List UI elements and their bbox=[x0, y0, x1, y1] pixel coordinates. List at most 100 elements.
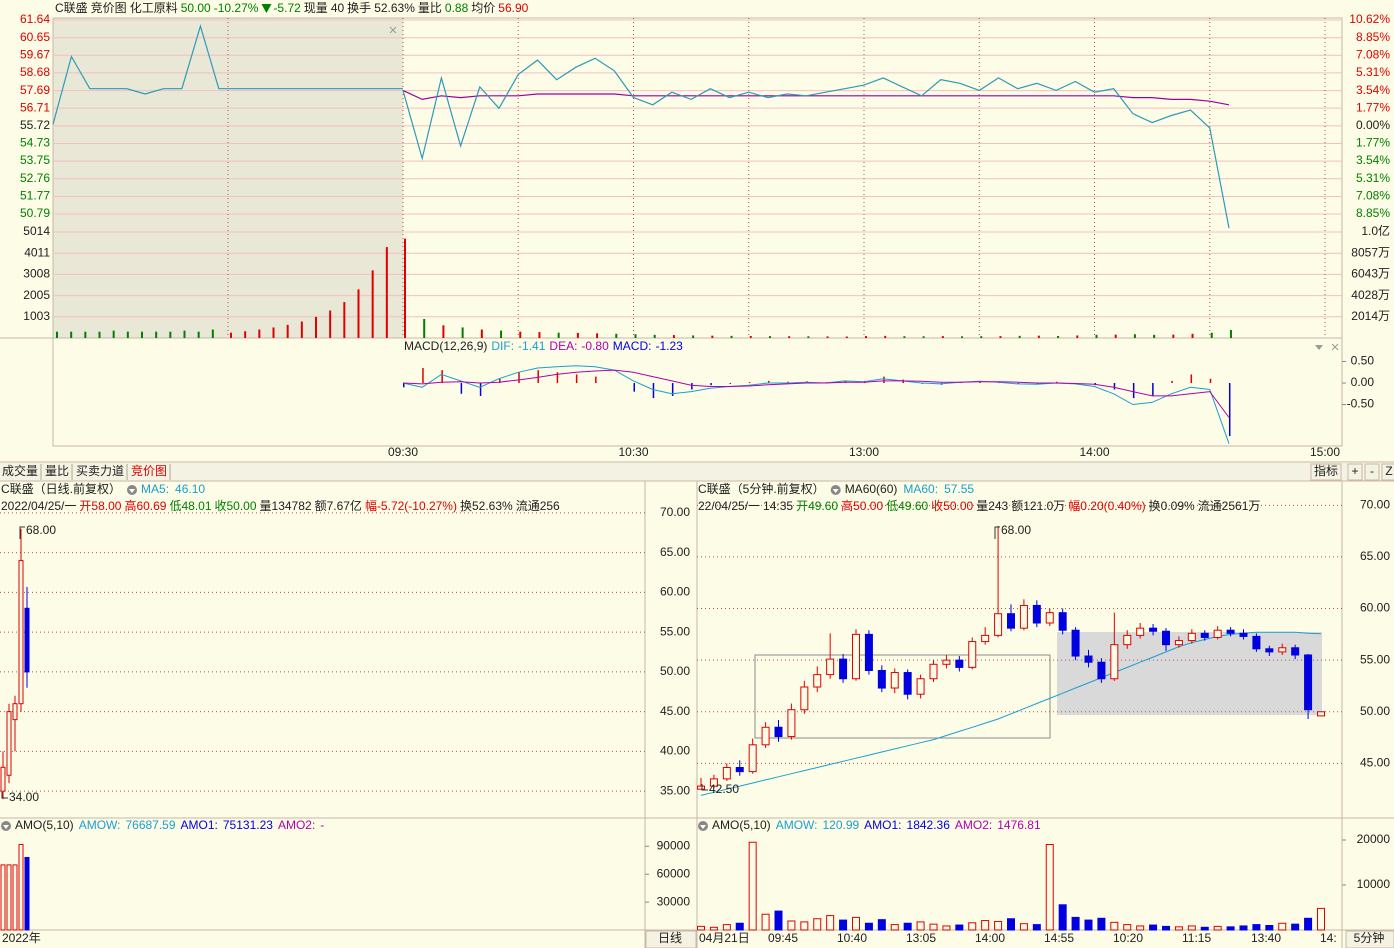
dropdown-icon[interactable] bbox=[1315, 345, 1323, 350]
tool-button[interactable]: 指标 bbox=[1314, 463, 1338, 478]
auction-volume-bar bbox=[126, 331, 129, 338]
amo-bar bbox=[748, 841, 757, 931]
x-tick-label: 04月21日 bbox=[699, 931, 750, 945]
candle-body bbox=[748, 744, 757, 773]
volume-bar bbox=[768, 336, 771, 338]
info-item: 收50.00 bbox=[215, 499, 257, 513]
period-box[interactable] bbox=[1345, 930, 1394, 948]
label: DIF: bbox=[491, 339, 514, 353]
tool-button[interactable]: - bbox=[1370, 464, 1374, 478]
down-arrow-icon bbox=[261, 4, 272, 13]
y2-tick-label: 0.00% bbox=[1356, 118, 1390, 132]
volume-bar bbox=[557, 332, 560, 338]
label: AMO2: bbox=[278, 818, 315, 832]
tool-button[interactable] bbox=[1364, 463, 1380, 481]
volume-tick-label: 4011 bbox=[24, 245, 50, 259]
info-item: 额121.0万 bbox=[1011, 499, 1065, 513]
tab[interactable]: 买卖力道 bbox=[76, 464, 124, 478]
info-item: 收50.00 bbox=[931, 499, 973, 513]
candle-body bbox=[1291, 647, 1300, 656]
candle-body bbox=[968, 641, 977, 668]
info-item: 低49.60 bbox=[886, 499, 928, 513]
volume-bar bbox=[1114, 334, 1117, 338]
amo-bar bbox=[1252, 924, 1261, 931]
x-tick-label: 10:30 bbox=[618, 445, 648, 459]
tool-button[interactable]: + bbox=[1351, 464, 1358, 478]
candle-body bbox=[994, 613, 1003, 636]
y2-tick-label: 7.08% bbox=[1356, 47, 1390, 61]
auction-volume-bar bbox=[98, 331, 101, 338]
x-tick-label: 10:40 bbox=[837, 931, 867, 945]
macd-bar bbox=[441, 370, 443, 384]
y2-tick-label: 5.31% bbox=[1356, 65, 1390, 79]
volume-bar bbox=[884, 335, 887, 338]
macd-bar bbox=[1209, 378, 1212, 384]
auction-volume-bar bbox=[315, 316, 317, 338]
amo-bar bbox=[929, 923, 938, 931]
low-pointer bbox=[1, 792, 8, 799]
volume-bar bbox=[500, 330, 503, 338]
amo-bar bbox=[1007, 918, 1015, 931]
tool-button[interactable] bbox=[1347, 463, 1363, 481]
volume-bar bbox=[807, 336, 810, 338]
auction-volume-bar bbox=[329, 310, 332, 338]
macd-bar bbox=[1171, 380, 1173, 384]
tab[interactable]: 成交量 bbox=[2, 463, 38, 478]
y-tick-label: 52.76 bbox=[20, 171, 50, 185]
y-tick-label: 58.68 bbox=[20, 65, 50, 79]
candle-body bbox=[6, 711, 12, 776]
toggle-icon bbox=[700, 825, 706, 829]
volume-bar bbox=[980, 336, 983, 338]
auction-volume-bar bbox=[300, 321, 303, 338]
tool-button[interactable] bbox=[1310, 463, 1342, 481]
auction-volume-bar bbox=[385, 247, 388, 338]
period-button[interactable]: 5分钟 bbox=[1354, 930, 1385, 945]
amo-bar bbox=[877, 919, 886, 931]
info-item: 低48.01 bbox=[169, 499, 211, 513]
amo-bar bbox=[1317, 907, 1325, 931]
candle-body bbox=[839, 658, 848, 680]
label: -0.80 bbox=[581, 339, 609, 353]
amo-bar bbox=[1278, 922, 1287, 931]
macd-bar bbox=[652, 383, 655, 399]
macd-tick-label: -0.50 bbox=[1347, 397, 1375, 411]
price: 50.00 bbox=[181, 1, 211, 15]
y2-tick-label: 5.31% bbox=[1356, 171, 1390, 185]
tab[interactable]: 竞价图 bbox=[131, 464, 167, 478]
y-tick-label: 56.71 bbox=[20, 100, 50, 114]
amo-tick-label: 10000 bbox=[1357, 877, 1391, 891]
y-tick-label: 55.72 bbox=[20, 118, 50, 132]
tool-button[interactable]: Z bbox=[1385, 464, 1392, 478]
candle-body bbox=[1304, 654, 1313, 711]
candle-body bbox=[709, 778, 718, 787]
macd-bar bbox=[1152, 383, 1154, 396]
x-tick-label: 09:45 bbox=[768, 931, 798, 945]
amount-tick-label: 1.0亿 bbox=[1361, 223, 1390, 238]
close-icon[interactable] bbox=[1331, 343, 1339, 351]
label: 0.88 bbox=[445, 1, 469, 15]
period-box[interactable] bbox=[645, 930, 697, 948]
amo-bar bbox=[942, 925, 951, 931]
amo-bar bbox=[1265, 925, 1274, 931]
amo-bar bbox=[1149, 924, 1158, 931]
tab[interactable]: 量比 bbox=[45, 464, 69, 478]
candle-body bbox=[852, 633, 860, 680]
amo-bar bbox=[722, 924, 731, 931]
amo-bar bbox=[1291, 923, 1300, 931]
tab-bar bbox=[0, 463, 1394, 481]
auction-volume-bar bbox=[371, 270, 374, 338]
info-item: 22/04/25/一 bbox=[698, 499, 760, 513]
volume-bar bbox=[519, 331, 522, 338]
auction-volume-bar bbox=[169, 331, 172, 338]
y-tick-label: 57.69 bbox=[20, 83, 50, 97]
amo-bar bbox=[813, 918, 822, 931]
y2-tick-label: 3.54% bbox=[1356, 153, 1390, 167]
candle-body bbox=[877, 669, 886, 689]
y2-tick-label: 3.54% bbox=[1356, 83, 1390, 97]
volume-bar bbox=[404, 238, 406, 338]
tool-button[interactable] bbox=[1381, 463, 1394, 481]
macd-bar bbox=[691, 383, 693, 390]
info-item: 幅-5.72(-10.27%) bbox=[365, 498, 457, 513]
period-button[interactable]: 日线 bbox=[658, 931, 682, 945]
